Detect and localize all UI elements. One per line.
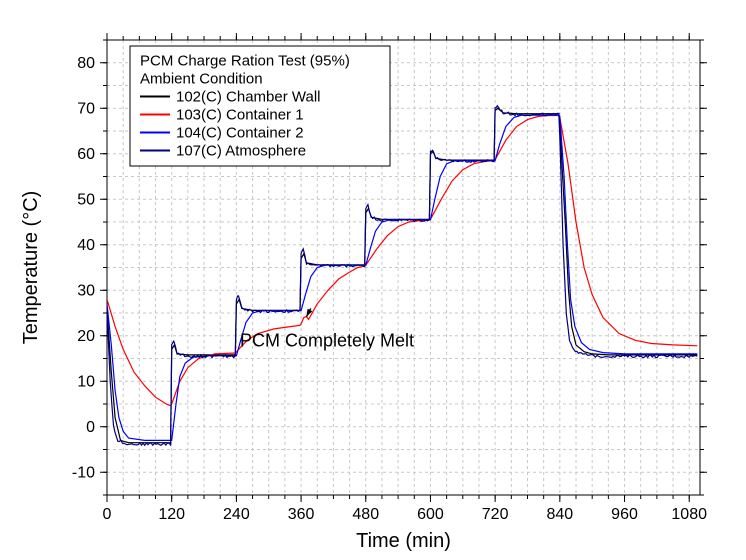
svg-text:1080: 1080 bbox=[671, 506, 707, 523]
svg-text:480: 480 bbox=[352, 506, 379, 523]
svg-text:840: 840 bbox=[546, 506, 573, 523]
svg-text:60: 60 bbox=[77, 146, 95, 163]
svg-text:720: 720 bbox=[482, 506, 509, 523]
legend-item: 104(C) Container 2 bbox=[176, 125, 304, 142]
y-axis-label: Temperature (°C) bbox=[20, 191, 42, 345]
legend-item: 107(C) Atmosphere bbox=[176, 143, 306, 160]
legend-title: Ambient Condition bbox=[140, 71, 263, 88]
line-chart: 0 120 240 360 480 600 720 840 960 1080 -10 0 10 20 30 4… bbox=[0, 0, 746, 560]
svg-text:30: 30 bbox=[77, 282, 95, 299]
svg-text:70: 70 bbox=[77, 100, 95, 117]
legend: PCM Charge Ration Test (95%)Ambient Cond… bbox=[130, 46, 390, 166]
svg-text:-10: -10 bbox=[72, 464, 95, 481]
chart-container: 0 120 240 360 480 600 720 840 960 1080 -10 0 10 20 30 4… bbox=[0, 0, 746, 560]
svg-text:50: 50 bbox=[77, 191, 95, 208]
legend-item: 102(C) Chamber Wall bbox=[176, 89, 321, 106]
svg-text:960: 960 bbox=[611, 506, 638, 523]
x-axis-label: Time (min) bbox=[356, 530, 451, 552]
svg-text:40: 40 bbox=[77, 237, 95, 254]
annotation-text: PCM Completely Melt bbox=[240, 330, 414, 350]
svg-text:240: 240 bbox=[223, 506, 250, 523]
svg-text:120: 120 bbox=[158, 506, 185, 523]
legend-title: PCM Charge Ration Test (95%) bbox=[140, 53, 350, 70]
svg-text:0: 0 bbox=[86, 419, 95, 436]
svg-text:20: 20 bbox=[77, 328, 95, 345]
svg-text:360: 360 bbox=[288, 506, 315, 523]
svg-text:0: 0 bbox=[103, 506, 112, 523]
svg-text:80: 80 bbox=[77, 55, 95, 72]
legend-item: 103(C) Container 1 bbox=[176, 107, 304, 124]
svg-text:600: 600 bbox=[417, 506, 444, 523]
svg-text:10: 10 bbox=[77, 373, 95, 390]
